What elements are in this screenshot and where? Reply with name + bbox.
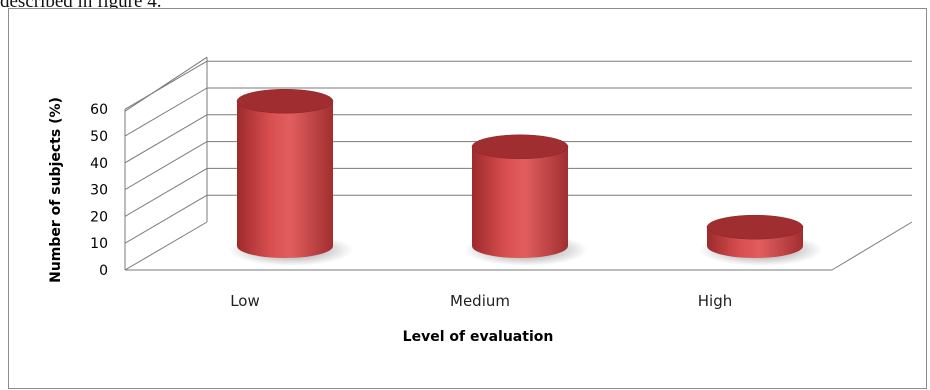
gridline-side-20: [124, 167, 208, 217]
side-wall-top-edge: [124, 56, 208, 112]
x-axis-title: Level of evaluation: [403, 329, 554, 345]
gridline-side-50: [124, 87, 208, 137]
bar-medium: [464, 134, 588, 266]
bar-top: [471, 134, 569, 160]
y-tick-label-30: 30: [90, 183, 108, 199]
y-tick-label-10: 10: [90, 236, 108, 252]
y-axis: 0 10 20 30 40 50 60: [90, 102, 126, 279]
gridline-side-40: [124, 114, 208, 164]
chart-frame: [8, 8, 927, 389]
bar-top: [236, 88, 334, 114]
y-tick-label-20: 20: [90, 209, 108, 225]
y-axis-title: Number of subjects (%): [48, 97, 64, 283]
y-tick-label-40: 40: [90, 156, 108, 172]
bar-body: [472, 146, 568, 258]
labels: Low Medium High Level of evaluation Number o…: [48, 97, 732, 345]
y-tick-label-0: 0: [99, 263, 108, 279]
bar-top: [706, 214, 804, 240]
gridline-side-10: [124, 194, 208, 244]
gridline-side-0: [124, 221, 208, 271]
x-tick-label-high: High: [698, 292, 732, 310]
y-tick-label-50: 50: [90, 129, 108, 145]
x-tick-label-medium: Medium: [450, 292, 510, 310]
y-tick-label-60: 60: [90, 102, 108, 118]
x-tick-label-low: Low: [230, 292, 260, 310]
bar-high: [699, 214, 823, 266]
bar-body: [237, 101, 333, 259]
gridline-side-60: [124, 60, 208, 110]
floor-right-edge: [831, 221, 913, 271]
gridline-side-30: [124, 141, 208, 191]
bars: [229, 88, 823, 266]
bar-low: [229, 88, 353, 266]
